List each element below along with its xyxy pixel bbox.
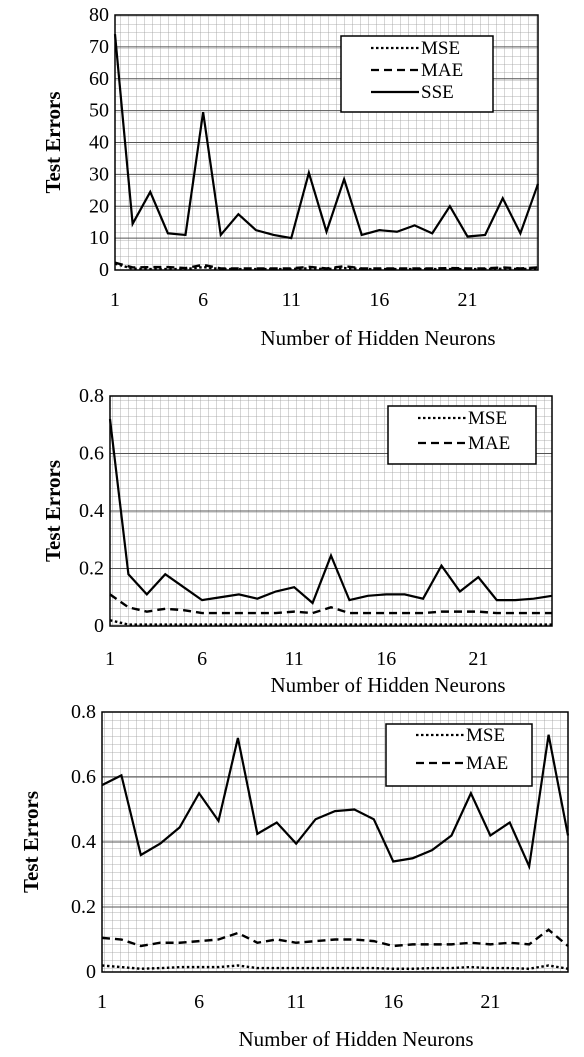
legend-box <box>340 35 494 113</box>
x-axis-label: Number of Hidden Neurons <box>260 326 495 350</box>
legend-label: MAE <box>421 60 463 81</box>
y-tick-label: 0 <box>99 259 109 281</box>
x-tick-label: 6 <box>194 991 204 1013</box>
legend-box <box>387 405 537 465</box>
y-axis-label: Test Errors <box>41 460 65 562</box>
x-tick-label: 21 <box>480 991 500 1013</box>
x-tick-label: 1 <box>97 991 107 1013</box>
y-tick-label: 0.4 <box>71 831 96 853</box>
plot-frame <box>101 711 569 973</box>
y-tick-label: 40 <box>89 132 109 154</box>
x-axis-label: Number of Hidden Neurons <box>270 673 505 697</box>
y-tick-label: 10 <box>89 227 109 249</box>
y-tick-label: 80 <box>89 4 109 26</box>
x-axis-label: Number of Hidden Neurons <box>238 1027 473 1051</box>
legend-box <box>385 723 533 787</box>
y-tick-label: 50 <box>89 100 109 122</box>
plot-frame <box>109 395 553 627</box>
y-tick-label: 0 <box>94 615 104 637</box>
y-tick-label: 30 <box>89 163 109 185</box>
series-line-mae <box>101 928 569 948</box>
x-tick-label: 1 <box>105 648 115 670</box>
y-tick-label: 0.4 <box>79 500 104 522</box>
legend: MSE MAE <box>385 723 533 787</box>
y-tick-label: 70 <box>89 36 109 58</box>
x-tick-label: 11 <box>287 991 306 1013</box>
x-tick-label: 6 <box>197 648 207 670</box>
legend-label: MSE <box>468 408 507 429</box>
y-tick-label: 0.2 <box>79 558 104 580</box>
series-line-sse <box>113 34 540 240</box>
series-line-mae <box>114 261 539 270</box>
legend-label: MSE <box>421 38 460 59</box>
x-tick-label: 21 <box>468 648 488 670</box>
y-axis-label: Test Errors <box>41 91 65 193</box>
series-line-solid <box>108 418 553 605</box>
series-line-solid <box>101 734 570 871</box>
y-tick-label: 20 <box>89 195 109 217</box>
x-tick-label: 16 <box>369 289 389 311</box>
y-tick-label: 0.6 <box>71 766 96 788</box>
x-tick-label: 11 <box>282 289 301 311</box>
x-tick-label: 21 <box>458 289 478 311</box>
x-tick-label: 6 <box>198 289 208 311</box>
y-tick-label: 0.2 <box>71 896 96 918</box>
x-tick-label: 1 <box>110 289 120 311</box>
legend-label: MSE <box>466 725 505 746</box>
legend-label: MAE <box>466 753 508 774</box>
y-tick-label: 0.8 <box>71 701 96 723</box>
y-tick-label: 0 <box>86 961 96 983</box>
legend: MSE MAE <box>387 405 537 465</box>
y-tick-label: 60 <box>89 68 109 90</box>
series-line-mse <box>109 619 552 626</box>
y-tick-label: 0.8 <box>79 385 104 407</box>
x-tick-label: 11 <box>285 648 304 670</box>
x-tick-label: 16 <box>376 648 396 670</box>
legend-label: SSE <box>421 82 454 103</box>
series-line-mae <box>109 593 552 615</box>
y-tick-label: 0.6 <box>79 443 104 465</box>
x-tick-label: 16 <box>383 991 403 1013</box>
y-axis-label: Test Errors <box>19 791 43 893</box>
legend-label: MAE <box>468 433 510 454</box>
